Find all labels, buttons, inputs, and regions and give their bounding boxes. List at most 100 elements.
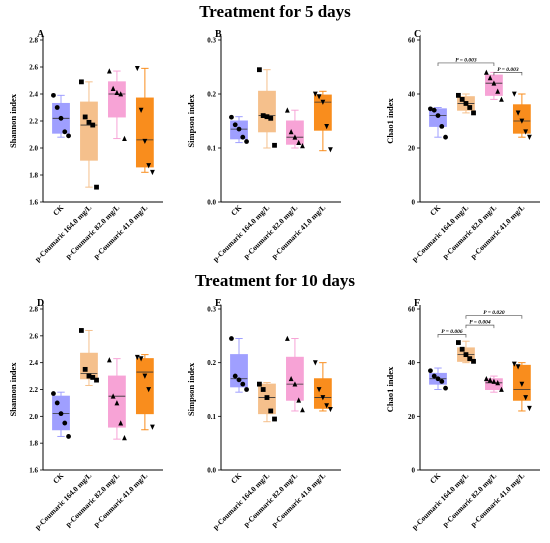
data-point <box>463 101 469 106</box>
data-point <box>138 356 144 362</box>
row-title-10-days: Treatment for 10 days <box>195 271 355 290</box>
data-point <box>284 107 290 113</box>
data-point <box>300 407 305 413</box>
y-tick-label: 1.8 <box>29 172 38 180</box>
data-point <box>511 361 517 367</box>
x-tick-label: CK <box>229 471 243 485</box>
data-point <box>58 411 64 417</box>
panel-a: A Shannon index 1.6 1.8 2.0 2.2 2.4 2.6 2.8 CK p-C… <box>8 29 163 263</box>
data-point <box>459 97 465 102</box>
y-tick-label: 40 <box>408 91 416 99</box>
x-tick-label: CK <box>51 203 65 217</box>
panel-letter: E <box>215 298 222 309</box>
panel-letter: A <box>37 29 45 40</box>
x-tick-label: CK <box>428 203 442 217</box>
data-point <box>134 354 140 361</box>
data-point <box>288 129 294 135</box>
data-point <box>232 122 238 128</box>
box-3 <box>108 81 126 118</box>
data-point <box>328 147 333 153</box>
data-point <box>491 378 497 384</box>
data-point <box>483 375 489 382</box>
y-axis-label: Simpson index <box>186 94 196 148</box>
x-tick-label: p-Coumaric 41.0 mg/L <box>270 471 328 529</box>
data-point <box>122 135 127 141</box>
y-tick-label: 2.2 <box>29 386 38 394</box>
data-point <box>523 395 529 401</box>
significance-bracket <box>437 62 495 66</box>
y-tick-label: 2.0 <box>29 413 38 421</box>
data-point <box>515 364 521 370</box>
y-tick-label: 0.0 <box>207 199 216 207</box>
data-point <box>229 114 234 120</box>
data-point <box>146 387 152 393</box>
y-tick-label: 2.4 <box>29 91 38 99</box>
data-point <box>257 381 262 387</box>
x-tick-label: CK <box>51 471 65 485</box>
box-3 <box>286 356 304 401</box>
y-axis-label: Chao1 index <box>385 366 395 412</box>
data-point <box>62 129 68 135</box>
x-tick-label: p-Coumaric 41.0 mg/L <box>469 471 527 529</box>
data-point <box>511 91 517 97</box>
data-point <box>138 107 144 113</box>
y-axis-label: Simpson index <box>186 362 196 416</box>
data-point <box>58 115 64 121</box>
data-point <box>428 368 433 374</box>
significance-label: P = 0.020 <box>483 310 505 316</box>
data-point <box>312 91 318 97</box>
significance-label: P = 0.003 <box>497 67 519 73</box>
data-point <box>232 373 238 379</box>
box-4 <box>313 94 332 131</box>
data-point <box>499 96 504 102</box>
data-point <box>244 139 249 144</box>
data-point <box>54 400 60 406</box>
data-point <box>110 85 116 91</box>
data-point <box>487 75 493 81</box>
data-point <box>463 352 469 358</box>
data-point <box>467 356 473 362</box>
y-tick-label: 0.1 <box>207 145 216 153</box>
data-point <box>439 124 445 129</box>
y-tick-label: 2.4 <box>29 359 38 367</box>
x-tick-label: p-Coumaric 41.0 mg/L <box>469 203 527 261</box>
y-tick-label: 40 <box>408 359 416 367</box>
y-tick-label: 1.8 <box>29 440 38 448</box>
box-2 <box>80 352 98 380</box>
data-point <box>66 133 71 139</box>
x-tick-label: p-Coumaric 41.0 mg/L <box>92 203 150 261</box>
data-point <box>82 366 88 372</box>
significance-bracket <box>465 315 523 319</box>
box-3 <box>286 120 304 145</box>
data-point <box>527 405 532 412</box>
data-point <box>292 381 298 387</box>
data-point <box>292 134 298 140</box>
data-point <box>312 360 318 366</box>
data-point <box>268 115 274 121</box>
y-tick-label: 1.6 <box>29 467 38 475</box>
data-point <box>316 94 322 100</box>
data-point <box>236 377 242 383</box>
y-tick-label: 0.0 <box>207 467 216 475</box>
significance-bracket <box>493 72 523 76</box>
significance-bracket <box>465 324 495 329</box>
data-point <box>495 88 501 94</box>
box-4 <box>135 97 154 168</box>
data-point <box>51 92 56 98</box>
y-tick-label: 0 <box>412 199 416 207</box>
y-tick-label: 0.3 <box>207 306 216 314</box>
data-point <box>142 373 148 379</box>
y-tick-label: 0.1 <box>207 413 216 421</box>
data-point <box>296 139 302 145</box>
data-point <box>79 328 84 333</box>
y-tick-label: 0.2 <box>207 91 216 99</box>
panel-letter: B <box>215 29 222 40</box>
x-tick-label: CK <box>229 203 243 217</box>
y-tick-label: 2.8 <box>29 306 38 314</box>
data-point <box>268 408 274 414</box>
data-point <box>471 358 476 364</box>
data-point <box>284 335 290 341</box>
panel-letter: F <box>414 298 420 309</box>
